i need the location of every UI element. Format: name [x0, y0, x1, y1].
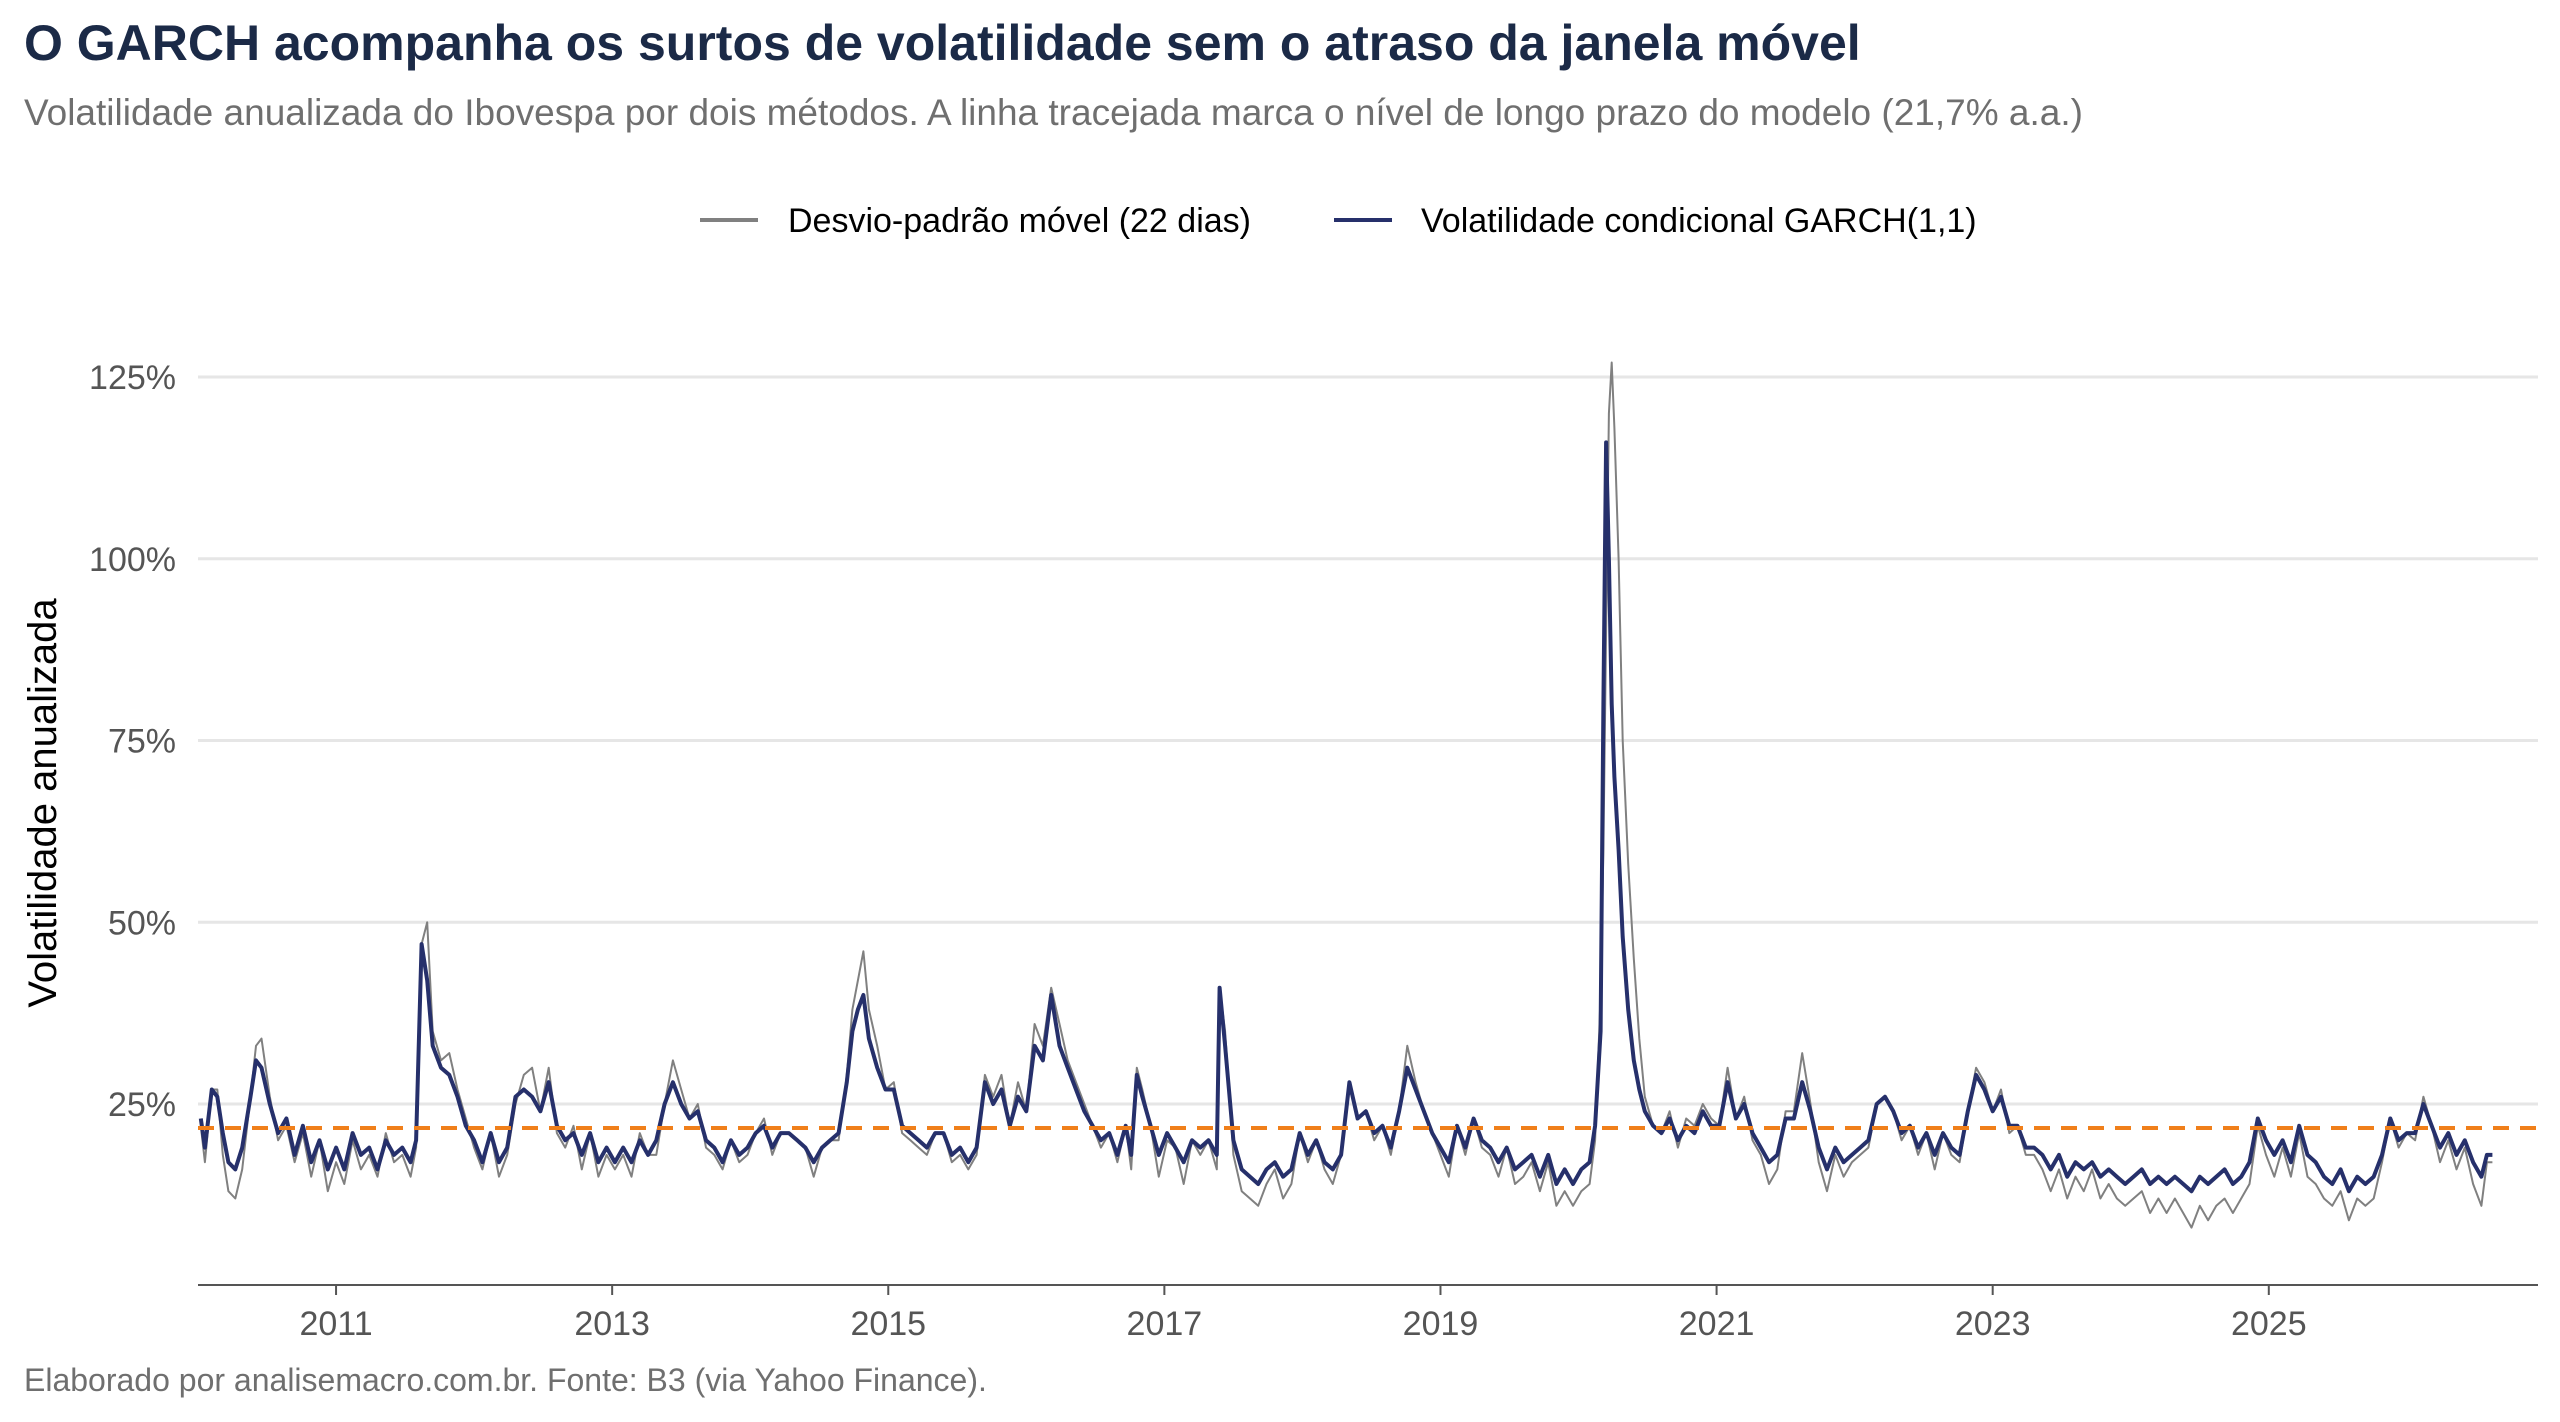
y-tick-label: 75% [108, 723, 176, 761]
x-tick-label: 2023 [1955, 1305, 2031, 1343]
y-tick-label: 25% [108, 1086, 176, 1124]
x-tick-label: 2021 [1679, 1305, 1755, 1343]
x-tick-label: 2013 [574, 1305, 650, 1343]
series-lines [198, 361, 2493, 1229]
chart-title: O GARCH acompanha os surtos de volatilid… [24, 15, 1861, 71]
y-tick-label: 125% [89, 359, 176, 397]
chart-subtitle: Volatilidade anualizada do Ibovespa por … [24, 92, 2083, 133]
legend: Desvio-padrão móvel (22 dias) Volatilida… [700, 202, 1977, 240]
x-tick-label: 2019 [1403, 1305, 1479, 1343]
legend-label-rolling: Desvio-padrão móvel (22 dias) [788, 202, 1251, 240]
x-tick-label: 2025 [2231, 1305, 2307, 1343]
x-axis-ticks: 2011 2013 2015 2017 2019 2021 2023 2025 [299, 1285, 2307, 1343]
y-axis-title: Volatilidade anualizada [21, 598, 65, 1008]
x-tick-label: 2015 [850, 1305, 926, 1343]
y-tick-label: 100% [89, 541, 176, 579]
y-axis-ticks: 25% 50% 75% 100% 125% [89, 359, 176, 1124]
y-tick-label: 50% [108, 904, 176, 942]
garch-line [198, 440, 2493, 1194]
x-tick-label: 2011 [299, 1305, 372, 1343]
gridlines [198, 375, 2538, 1106]
x-tick-label: 2017 [1127, 1305, 1203, 1343]
legend-label-garch: Volatilidade condicional GARCH(1,1) [1421, 202, 1977, 240]
chart-caption: Elaborado por analisemacro.com.br. Fonte… [24, 1362, 987, 1398]
